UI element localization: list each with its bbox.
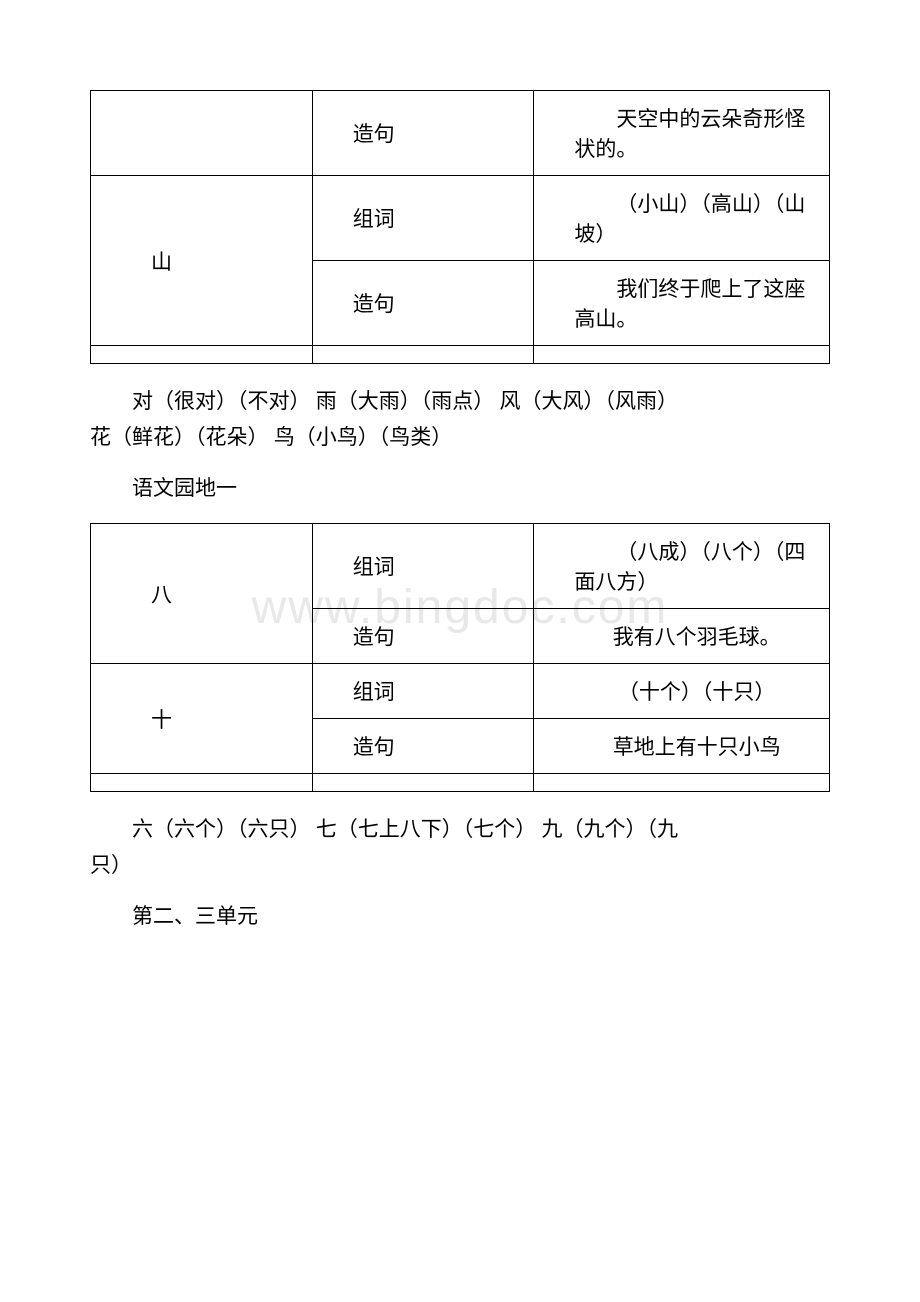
char-cell (91, 91, 313, 176)
table-row: 山 组词 （小山）（高山）（山坡） (91, 176, 830, 261)
table-row: 造句 天空中的云朵奇形怪状的。 (91, 91, 830, 176)
type-cell: 造句 (312, 609, 534, 664)
empty-cell (312, 346, 534, 364)
type-cell: 组词 (312, 524, 534, 609)
table-empty-row (91, 774, 830, 792)
table-1: 造句 天空中的云朵奇形怪状的。 山 组词 （小山）（高山）（山坡） 造句 我们终… (90, 90, 830, 364)
char-cell: 八 (91, 524, 313, 664)
type-cell: 组词 (312, 664, 534, 719)
content-cell: 我们终于爬上了这座高山。 (534, 261, 830, 346)
type-cell: 造句 (312, 91, 534, 176)
paragraph-1: 对（很对）（不对） 雨（大雨）（雨点） 风（大风）（风雨） 花（鲜花）（花朵） … (90, 384, 830, 455)
char-cell: 山 (91, 176, 313, 346)
type-cell: 组词 (312, 176, 534, 261)
section-heading-1: 语文园地一 (90, 471, 830, 507)
content-cell: （小山）（高山）（山坡） (534, 176, 830, 261)
table-empty-row (91, 346, 830, 364)
empty-cell (534, 346, 830, 364)
char-cell: 十 (91, 664, 313, 774)
content-cell: 天空中的云朵奇形怪状的。 (534, 91, 830, 176)
empty-cell (534, 774, 830, 792)
paragraph-3: 六（六个）（六只） 七（七上八下）（七个） 九（九个）（九 只） (90, 812, 830, 883)
empty-cell (91, 774, 313, 792)
table-row: 八 组词 （八成）（八个）（四面八方） (91, 524, 830, 609)
para-text: 花（鲜花）（花朵） 鸟（小鸟）（鸟类） (90, 420, 830, 456)
table-row: 十 组词 （十个）（十只） (91, 664, 830, 719)
para-text: 六（六个）（六只） 七（七上八下）（七个） 九（九个）（九 (90, 812, 830, 848)
para-text: 对（很对）（不对） 雨（大雨）（雨点） 风（大风）（风雨） (90, 384, 830, 420)
content-cell: 我有八个羽毛球。 (534, 609, 830, 664)
type-cell: 造句 (312, 261, 534, 346)
table-2: 八 组词 （八成）（八个）（四面八方） 造句 我有八个羽毛球。 十 组词 （十个… (90, 523, 830, 792)
content-cell: （八成）（八个）（四面八方） (534, 524, 830, 609)
empty-cell (91, 346, 313, 364)
content-cell: 草地上有十只小鸟 (534, 719, 830, 774)
section-heading-2: 第二、三单元 (90, 899, 830, 935)
content-cell: （十个）（十只） (534, 664, 830, 719)
empty-cell (312, 774, 534, 792)
type-cell: 造句 (312, 719, 534, 774)
para-text: 只） (90, 848, 830, 884)
page-content: 造句 天空中的云朵奇形怪状的。 山 组词 （小山）（高山）（山坡） 造句 我们终… (90, 90, 830, 935)
